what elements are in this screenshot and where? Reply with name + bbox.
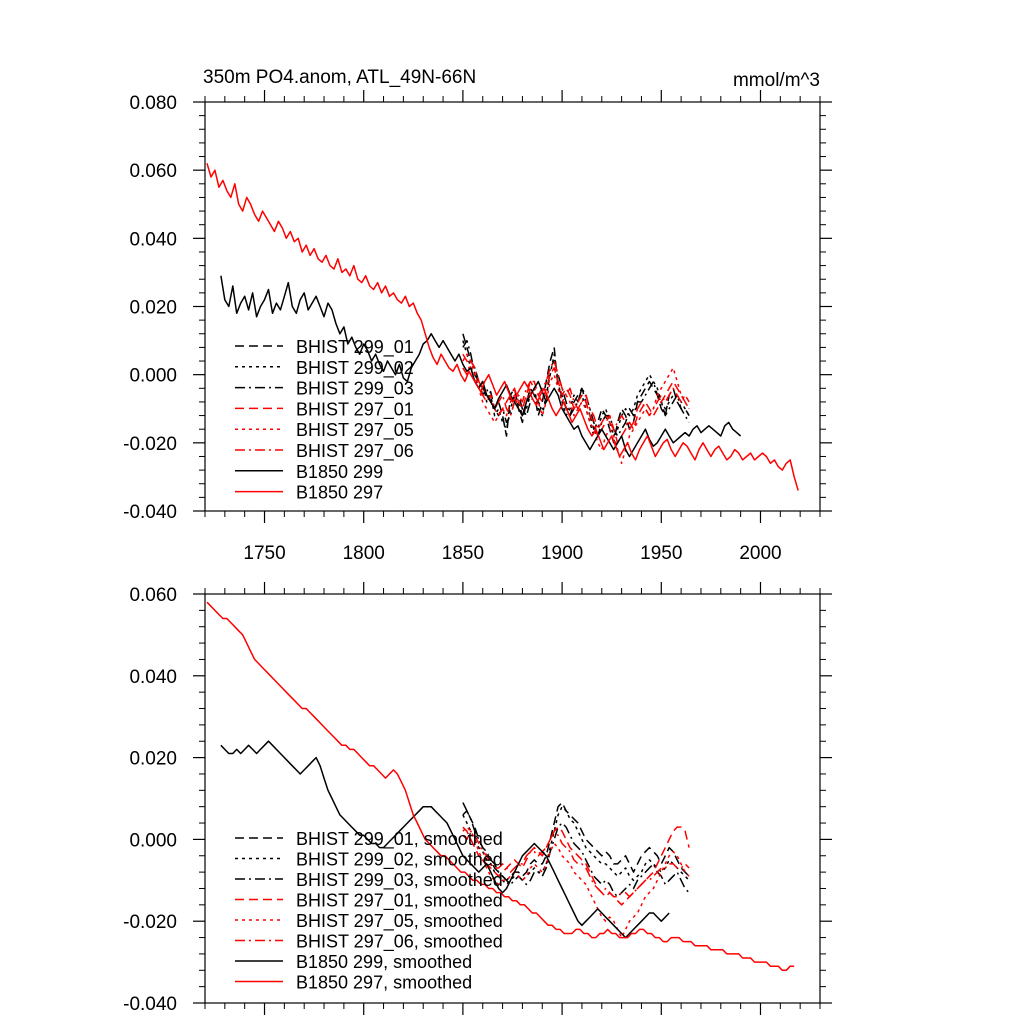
chart-2-panel: -0.040 -0.020 0.000 0.020 0.040 0.060 BHIST 29… <box>123 582 832 1015</box>
legend-label: BHIST 299_01 <box>296 337 414 358</box>
legend-label: BHIST 297_06, smoothed <box>296 932 503 953</box>
x-tick-label: 1900 <box>541 543 583 564</box>
legend-label: BHIST 297_05 <box>296 420 414 441</box>
legend-label: BHIST 299_01, smoothed <box>296 829 503 850</box>
y-tick-label: 0.000 <box>129 366 177 387</box>
y-tick-label: -0.040 <box>123 994 177 1015</box>
legend-label: BHIST 299_02 <box>296 358 414 379</box>
x-tick-label: 1750 <box>243 543 285 564</box>
chart-1-title: 350m PO4.anom, ATL_49N-66N <box>203 67 477 88</box>
plot-frame <box>204 593 821 1004</box>
series-line-bhist-297-05 <box>462 353 690 465</box>
y-tick-label: 0.040 <box>129 667 177 688</box>
legend-label: B1850 297 <box>296 483 383 503</box>
series-line-bhist-297-06 <box>462 360 690 430</box>
series-line-b1850-299 <box>220 275 742 458</box>
series-line-bhist-297-01-smoothed <box>462 826 690 906</box>
y-tick-label: -0.020 <box>123 434 177 455</box>
legend-label: BHIST 299_03 <box>296 379 414 400</box>
series-line-bhist-299-02 <box>462 340 690 437</box>
series-line-bhist-299-01-smoothed <box>462 801 690 882</box>
y-tick-label: 0.020 <box>129 749 177 770</box>
legend-label: BHIST 297_01 <box>296 399 414 420</box>
y-tick-label: 0.040 <box>129 229 177 250</box>
chart-1-panel: -0.040 -0.020 0.000 0.020 0.040 0.060 0.080 175… <box>123 90 832 564</box>
legend-label: BHIST 297_01, smoothed <box>296 891 503 912</box>
series-line-bhist-299-03-smoothed <box>462 810 690 898</box>
legend-label: BHIST 297_06 <box>296 441 414 462</box>
chart-1-units: mmol/m^3 <box>732 70 820 91</box>
y-tick-label: 0.060 <box>129 585 177 606</box>
x-tick-label: 1950 <box>640 543 682 564</box>
legend-label: B1850 299, smoothed <box>296 952 472 972</box>
y-tick-label: -0.020 <box>123 912 177 933</box>
legend-label: BHIST 297_05, smoothed <box>296 911 503 932</box>
series-line-bhist-297-06-smoothed <box>462 830 690 898</box>
y-tick-label: 0.000 <box>129 830 177 851</box>
series-line-b1850-297 <box>206 163 799 491</box>
legend-label: BHIST 299_02, smoothed <box>296 850 503 871</box>
legend-label: B1850 297, smoothed <box>296 973 472 993</box>
y-tick-label: -0.040 <box>123 502 177 523</box>
x-tick-label: 2000 <box>739 543 781 564</box>
legend-label: B1850 299 <box>296 462 383 482</box>
series-line-bhist-299-02-smoothed <box>462 805 690 886</box>
y-tick-label: 0.080 <box>129 93 177 114</box>
y-tick-label: 0.060 <box>129 161 177 182</box>
series-line-bhist-297-05-smoothed <box>462 826 690 939</box>
series-line-b1850-297-smoothed <box>206 601 795 972</box>
legend-label: BHIST 299_03, smoothed <box>296 870 503 891</box>
y-tick-label: 0.020 <box>129 298 177 319</box>
series-line-bhist-299-01 <box>462 333 690 444</box>
x-tick-label: 1850 <box>442 543 484 564</box>
series-line-b1850-299-smoothed <box>220 740 670 939</box>
series-line-bhist-299-03 <box>462 339 690 437</box>
x-tick-label: 1800 <box>343 543 385 564</box>
